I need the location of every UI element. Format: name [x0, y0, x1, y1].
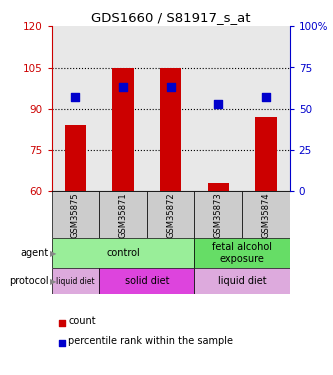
Text: GSM35872: GSM35872	[166, 192, 175, 237]
Text: control: control	[106, 248, 140, 258]
Point	[60, 320, 65, 326]
Bar	[242, 191, 290, 238]
Text: GSM35871: GSM35871	[119, 192, 128, 237]
Bar	[160, 68, 181, 191]
Point	[263, 94, 268, 100]
Bar	[99, 268, 194, 294]
Bar	[194, 268, 290, 294]
Text: agent: agent	[20, 248, 48, 258]
Text: fetal alcohol
exposure: fetal alcohol exposure	[212, 242, 272, 264]
Text: protocol: protocol	[9, 276, 48, 286]
Bar	[52, 191, 99, 238]
Point	[121, 84, 126, 90]
Bar	[147, 191, 194, 238]
Point	[60, 340, 65, 346]
Point	[73, 94, 78, 100]
Point	[168, 84, 173, 90]
Text: GSM35875: GSM35875	[71, 192, 80, 237]
Text: count: count	[68, 316, 96, 326]
Text: liquid diet: liquid diet	[218, 276, 266, 286]
Bar	[255, 117, 277, 191]
Text: ▶: ▶	[50, 249, 57, 258]
Bar	[52, 238, 194, 268]
Text: liquid diet: liquid diet	[56, 277, 95, 286]
Text: GSM35874: GSM35874	[261, 192, 270, 237]
Text: GSM35873: GSM35873	[214, 192, 223, 238]
Bar	[99, 191, 147, 238]
Bar	[207, 183, 229, 191]
Bar	[112, 68, 134, 191]
Point	[216, 101, 221, 107]
Bar	[65, 125, 86, 191]
Text: solid diet: solid diet	[125, 276, 169, 286]
Bar	[194, 191, 242, 238]
Text: ▶: ▶	[50, 277, 57, 286]
Bar	[194, 238, 290, 268]
Text: percentile rank within the sample: percentile rank within the sample	[68, 336, 233, 346]
Title: GDS1660 / S81917_s_at: GDS1660 / S81917_s_at	[91, 11, 250, 24]
Bar	[52, 268, 99, 294]
